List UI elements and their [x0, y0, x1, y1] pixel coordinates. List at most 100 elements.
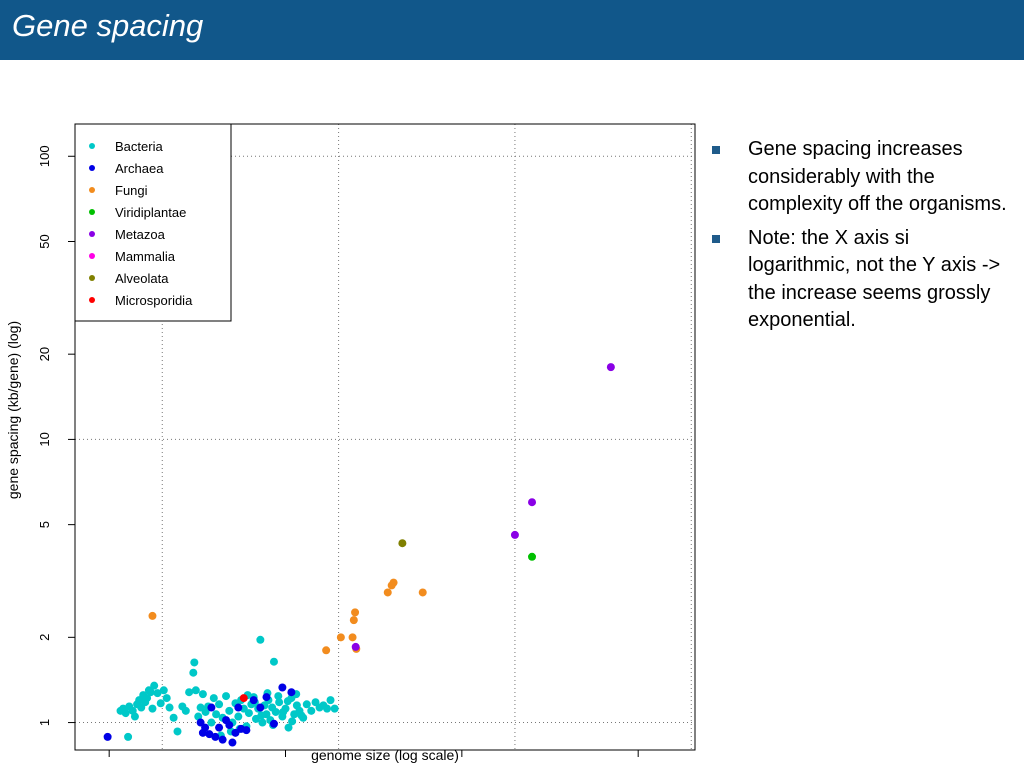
- point-bacteria: [162, 694, 171, 703]
- note-text: Gene spacing increases considerably with…: [748, 138, 1007, 215]
- legend-label-bacteria: Bacteria: [115, 139, 163, 154]
- point-bacteria: [288, 717, 297, 726]
- y-tick-label: 100: [37, 145, 52, 167]
- legend-box: [74, 123, 232, 322]
- legend-marker-fungi: [89, 187, 95, 193]
- point-alveolata: [398, 539, 407, 548]
- square-bullet-icon: [712, 234, 720, 243]
- y-tick-label: 1: [37, 719, 52, 726]
- point-fungi: [322, 646, 331, 655]
- point-archaea: [242, 726, 251, 735]
- point-bacteria: [244, 709, 253, 718]
- point-microsporidia: [239, 694, 248, 703]
- point-archaea: [198, 728, 207, 737]
- point-bacteria: [323, 704, 332, 713]
- point-bacteria: [159, 686, 168, 695]
- y-tick-label: 20: [37, 347, 52, 361]
- y-tick-label: 50: [37, 234, 52, 248]
- point-viridiplantae: [528, 552, 537, 561]
- point-bacteria: [124, 732, 133, 741]
- legend-label-viridiplantae: Viridiplantae: [115, 205, 186, 220]
- legend-marker-metazoa: [89, 231, 95, 237]
- point-archaea: [256, 703, 265, 712]
- point-archaea: [215, 723, 224, 732]
- point-bacteria: [271, 707, 280, 716]
- legend-label-metazoa: Metazoa: [115, 227, 166, 242]
- point-fungi: [348, 633, 357, 642]
- legend-marker-mammalia: [89, 253, 95, 259]
- legend-label-archaea: Archaea: [115, 161, 164, 176]
- point-fungi: [383, 588, 392, 597]
- data-points: [103, 363, 615, 747]
- point-archaea: [287, 688, 296, 697]
- point-bacteria: [222, 692, 231, 701]
- x-axis-label: genome size (log scale): [311, 747, 459, 763]
- point-archaea: [207, 703, 216, 712]
- point-bacteria: [181, 706, 190, 715]
- point-bacteria: [284, 723, 293, 732]
- point-metazoa: [606, 363, 615, 372]
- point-archaea: [222, 716, 231, 725]
- point-bacteria: [274, 692, 283, 701]
- point-bacteria: [279, 707, 288, 716]
- point-bacteria: [194, 712, 203, 721]
- point-bacteria: [169, 713, 178, 722]
- legend-marker-viridiplantae: [89, 209, 95, 215]
- point-bacteria: [275, 698, 284, 707]
- point-bacteria: [256, 635, 265, 644]
- point-bacteria: [121, 709, 130, 718]
- point-fungi: [351, 608, 360, 617]
- point-bacteria: [269, 657, 278, 666]
- point-bacteria: [156, 699, 165, 708]
- point-bacteria: [191, 686, 200, 695]
- y-axis-label: gene spacing (kb/gene) (log): [5, 321, 21, 499]
- point-bacteria: [209, 694, 218, 703]
- legend-marker-alveolata: [89, 275, 95, 281]
- point-bacteria: [258, 718, 267, 727]
- point-archaea: [205, 730, 214, 739]
- point-bacteria: [148, 704, 157, 713]
- point-bacteria: [302, 700, 311, 709]
- point-bacteria: [173, 727, 182, 736]
- axis-ticks: 5e+055e+065e+075e+08125102050100: [37, 145, 639, 757]
- point-bacteria: [198, 690, 207, 699]
- bullet-notes: Gene spacing increases considerably with…: [708, 136, 1008, 341]
- legend-marker-bacteria: [89, 143, 95, 149]
- point-archaea: [269, 719, 278, 728]
- point-archaea: [218, 735, 227, 744]
- legend-label-fungi: Fungi: [115, 183, 148, 198]
- point-bacteria: [307, 706, 316, 715]
- y-tick-label: 2: [37, 634, 52, 641]
- plot-frame: [74, 123, 696, 751]
- point-archaea: [278, 683, 287, 692]
- point-bacteria: [207, 718, 216, 727]
- point-metazoa: [351, 642, 360, 651]
- slide-title: Gene spacing: [12, 8, 204, 43]
- point-bacteria: [326, 696, 335, 705]
- y-tick-label: 5: [37, 521, 52, 528]
- point-bacteria: [215, 700, 224, 709]
- point-fungi: [349, 616, 358, 625]
- point-bacteria: [257, 711, 266, 720]
- legend-marker-archaea: [89, 165, 95, 171]
- legend: Bacteria Archaea Fungi Viridiplantae Metazoa…: [74, 123, 232, 322]
- point-metazoa: [528, 498, 537, 507]
- point-bacteria: [150, 681, 159, 690]
- point-metazoa: [510, 530, 519, 539]
- legend-label-microsporidia: Microsporidia: [115, 293, 193, 308]
- point-bacteria: [146, 688, 155, 697]
- point-bacteria: [190, 658, 199, 667]
- point-fungi: [418, 588, 427, 597]
- point-bacteria: [165, 703, 174, 712]
- point-bacteria: [330, 704, 339, 713]
- note-text: Note: the X axis si logarithmic, not the…: [748, 226, 1001, 332]
- title-bar: Gene spacing: [0, 0, 1024, 60]
- note-item: Note: the X axis si logarithmic, not the…: [708, 225, 1008, 335]
- legend-marker-microsporidia: [89, 297, 95, 303]
- point-bacteria: [225, 706, 234, 715]
- legend-label-mammalia: Mammalia: [115, 249, 176, 264]
- point-bacteria: [143, 694, 152, 703]
- point-bacteria: [234, 712, 243, 721]
- note-item: Gene spacing increases considerably with…: [708, 136, 1008, 219]
- point-archaea: [249, 696, 258, 705]
